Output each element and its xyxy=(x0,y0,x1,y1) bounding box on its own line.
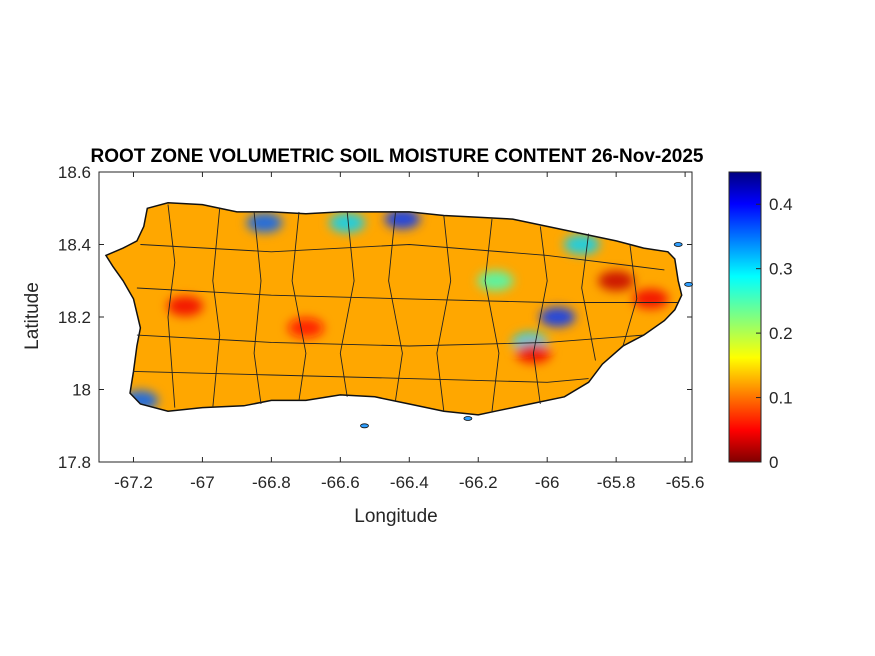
x-tick-label: -67 xyxy=(190,473,215,492)
municipal-boundaries xyxy=(133,204,679,412)
chart-title: ROOT ZONE VOLUMETRIC SOIL MOISTURE CONTE… xyxy=(91,146,704,167)
colorbar-tick-label: 0 xyxy=(769,453,778,472)
x-tick-label: -66 xyxy=(535,473,560,492)
municipal-boundary xyxy=(136,287,679,303)
moisture-spot xyxy=(329,212,366,233)
x-tick-label: -66.4 xyxy=(390,473,429,492)
moisture-spot xyxy=(477,270,514,291)
island-outline xyxy=(104,202,683,416)
municipal-boundary xyxy=(291,211,307,401)
moisture-spots xyxy=(122,209,669,411)
municipal-boundary xyxy=(212,208,221,408)
moisture-spot xyxy=(167,296,204,317)
moisture-spot xyxy=(598,270,635,291)
municipal-boundary xyxy=(436,215,452,412)
municipal-boundary xyxy=(339,211,355,397)
x-tick-label: -65.6 xyxy=(666,473,705,492)
moisture-spot xyxy=(246,212,283,233)
municipal-boundary xyxy=(133,370,589,383)
y-tick-label: 17.8 xyxy=(58,453,91,472)
moisture-spot xyxy=(539,307,576,327)
colorbar-tick-label: 0.1 xyxy=(769,389,793,408)
moisture-spot xyxy=(563,234,600,255)
moisture-spot xyxy=(287,317,324,338)
x-tick-label: -65.8 xyxy=(597,473,636,492)
municipal-boundary xyxy=(622,244,638,347)
colorbar-tick-label: 0.2 xyxy=(769,324,793,343)
municipal-boundary xyxy=(581,233,596,361)
x-tick-label: -66.6 xyxy=(321,473,360,492)
islet xyxy=(673,242,683,247)
municipal-boundary xyxy=(484,219,500,412)
moisture-spot xyxy=(384,209,421,230)
islet xyxy=(684,281,693,287)
municipal-boundary xyxy=(388,211,403,401)
municipal-boundary xyxy=(532,226,548,405)
x-axis-label: Longitude xyxy=(354,506,437,527)
offshore-islets xyxy=(360,242,693,429)
soil-moisture-map xyxy=(104,202,693,429)
islet xyxy=(360,423,369,429)
y-tick-label: 18.4 xyxy=(58,236,91,255)
x-tick-label: -66.8 xyxy=(252,473,291,492)
colorbar-ticks: 0 0.1 0.2 0.3 0.4 xyxy=(756,195,793,472)
x-axis: -67.2 -67 -66.8 -66.6 -66.4 -66.2 -66 -65.8 -65.… xyxy=(114,172,704,492)
y-axis-label: Latitude xyxy=(22,282,43,350)
x-tick-label: -66.2 xyxy=(459,473,498,492)
moisture-spot xyxy=(632,288,669,309)
y-tick-label: 18.6 xyxy=(58,163,91,182)
y-tick-label: 18.2 xyxy=(58,308,91,327)
x-tick-label: -67.2 xyxy=(114,473,153,492)
y-tick-label: 18 xyxy=(72,381,91,400)
municipal-boundary xyxy=(140,244,665,271)
municipal-boundary xyxy=(136,334,644,347)
colorbar-tick-label: 0.3 xyxy=(769,260,793,279)
islet xyxy=(463,416,473,421)
colorbar xyxy=(728,171,762,463)
y-axis: 17.8 18 18.2 18.4 18.6 xyxy=(58,163,692,472)
municipal-boundary xyxy=(253,211,262,405)
colorbar-tick-label: 0.4 xyxy=(769,195,793,214)
